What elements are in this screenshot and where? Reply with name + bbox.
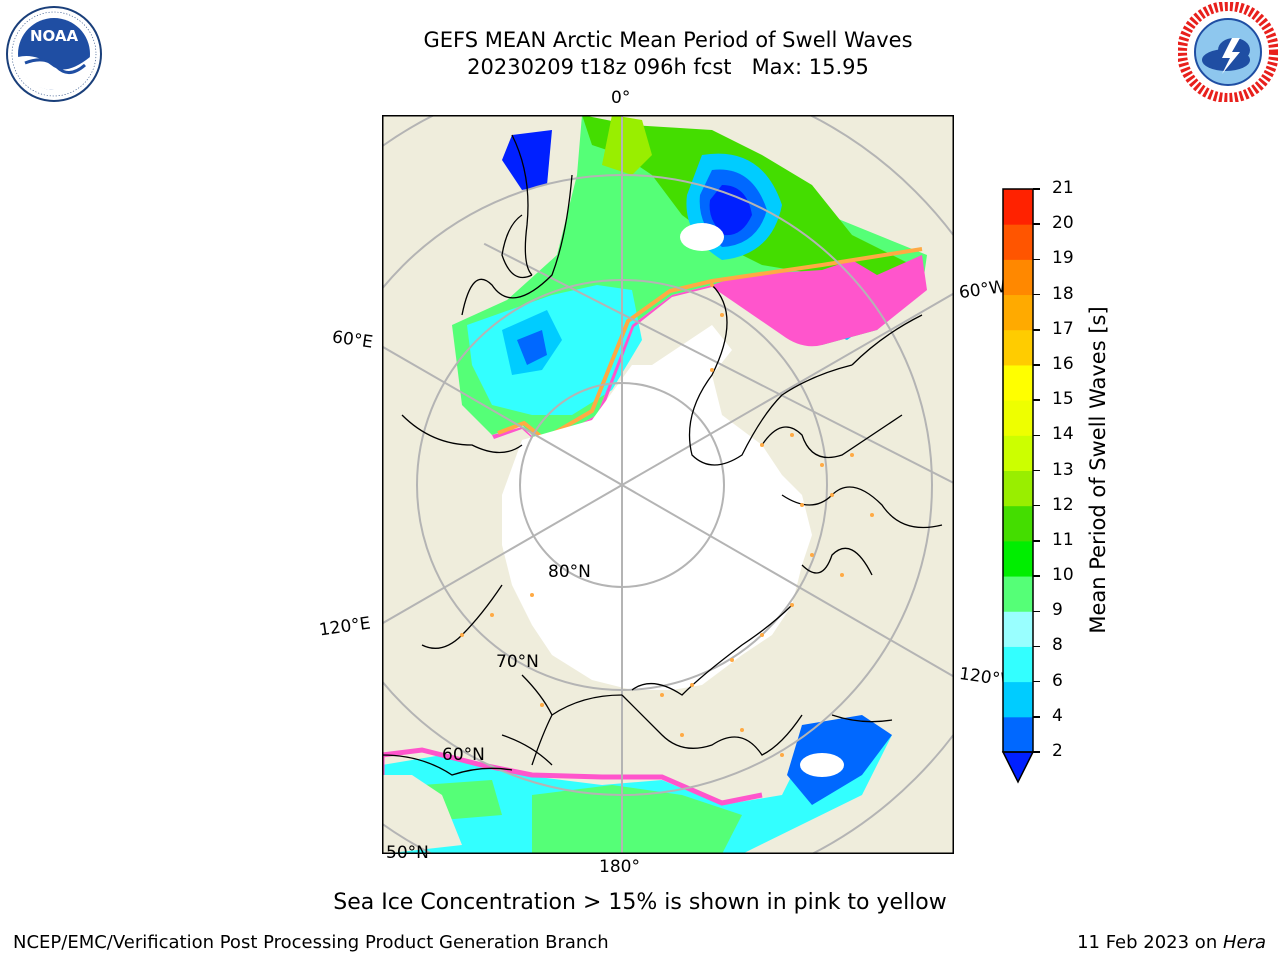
colorbar-tick-label: 17: [1052, 318, 1074, 339]
colorbar-label: Mean Period of Swell Waves [s]: [1086, 306, 1110, 634]
colorbar-segment: [1003, 329, 1033, 366]
colorbar-tick-label: 4: [1052, 705, 1063, 726]
latitude-label-80n: 80°N: [548, 562, 591, 582]
colorbar-tick-label: 13: [1052, 459, 1074, 480]
colorbar-segment: [1003, 646, 1033, 683]
colorbar: [1001, 188, 1035, 784]
pacific-swell-field: [382, 715, 892, 854]
colorbar-segment: [1003, 189, 1033, 225]
colorbar-tick-label: 15: [1052, 389, 1074, 410]
colorbar-tick-mark: [1033, 293, 1040, 296]
longitude-label-0: 0°: [611, 88, 631, 108]
ice-edge-dots: [460, 283, 874, 757]
colorbar-tick-mark: [1033, 504, 1040, 507]
arctic-sea-ice: [502, 325, 812, 690]
colorbar-segment: [1003, 470, 1033, 507]
colorbar-under-arrow: [1001, 751, 1035, 784]
footer-date-text: 11 Feb 2023 on: [1077, 932, 1223, 953]
colorbar-tick-label: 14: [1052, 424, 1074, 445]
map-panel: [382, 115, 954, 854]
latitude-label-60n: 60°N: [442, 745, 485, 765]
map-title: GEFS MEAN Arctic Mean Period of Swell Wa…: [423, 28, 913, 52]
colorbar-tick-label: 9: [1052, 600, 1063, 621]
colorbar-segment: [1003, 611, 1033, 647]
nws-logo: [1178, 2, 1278, 102]
graticule: [382, 115, 954, 854]
latitude-label-70n: 70°N: [496, 652, 539, 672]
colorbar-tick-label: 12: [1052, 494, 1074, 515]
noaa-logo: NOAA: [6, 6, 102, 102]
map-subtitle: 20230209 t18z 096h fcst Max: 15.95: [467, 55, 869, 79]
colorbar-tick-mark: [1033, 751, 1040, 753]
colorbar-tick-mark: [1033, 680, 1040, 683]
colorbar-segment: [1003, 224, 1033, 260]
polar-map: [382, 115, 954, 854]
svg-text:NOAA: NOAA: [30, 27, 79, 45]
caption: Sea Ice Concentration > 15% is shown in …: [333, 890, 947, 915]
colorbar-tick-mark: [1033, 434, 1040, 437]
colorbar-segment: [1003, 540, 1033, 577]
colorbar-segment: [1003, 505, 1033, 542]
longitude-label-120e: 120°E: [317, 613, 372, 641]
colorbar-segment: [1003, 435, 1033, 471]
colorbar-tick-label: 19: [1052, 248, 1074, 269]
footer-date: 11 Feb 2023 on Hera: [1077, 932, 1266, 953]
colorbar-tick-label: 18: [1052, 283, 1074, 304]
footer-credit: NCEP/EMC/Verification Post Processing Pr…: [13, 932, 609, 953]
colorbar-tick-mark: [1033, 399, 1040, 401]
colorbar-tick-label: 20: [1052, 213, 1074, 234]
colorbar-tick-mark: [1033, 575, 1040, 577]
footer-machine: Hera: [1222, 932, 1266, 953]
colorbar-tick-label: 2: [1052, 741, 1063, 761]
colorbar-segment: [1003, 681, 1033, 718]
colorbar-segment: [1003, 716, 1033, 753]
latitude-label-50n: 50°N: [386, 843, 429, 863]
colorbar-tick-mark: [1033, 364, 1040, 366]
colorbar-segment: [1003, 294, 1033, 331]
colorbar-segment: [1003, 400, 1033, 436]
colorbar-tick-mark: [1033, 258, 1040, 261]
colorbar-tick-mark: [1033, 223, 1040, 225]
colorbar-tick-mark: [1033, 540, 1040, 542]
colorbar-tick-label: 16: [1052, 353, 1074, 374]
colorbar-tick-label: 8: [1052, 635, 1063, 656]
colorbar-tick-label: 11: [1052, 529, 1074, 550]
colorbar-tick-label: 21: [1052, 178, 1074, 198]
colorbar-tick-mark: [1033, 610, 1040, 612]
colorbar-segment: [1003, 364, 1033, 401]
colorbar-tick-label: 6: [1052, 670, 1063, 691]
longitude-label-60e: 60°E: [330, 327, 375, 353]
colorbar-segment: [1003, 259, 1033, 296]
colorbar-tick-mark: [1033, 645, 1040, 648]
colorbar-tick-mark: [1033, 188, 1040, 190]
colorbar-tick-mark: [1033, 329, 1040, 331]
colorbar-tick-mark: [1033, 716, 1040, 718]
colorbar-segment: [1003, 576, 1033, 612]
colorbar-tick-mark: [1033, 469, 1040, 472]
colorbar-tick-label: 10: [1052, 565, 1074, 586]
longitude-label-180: 180°: [599, 857, 640, 877]
